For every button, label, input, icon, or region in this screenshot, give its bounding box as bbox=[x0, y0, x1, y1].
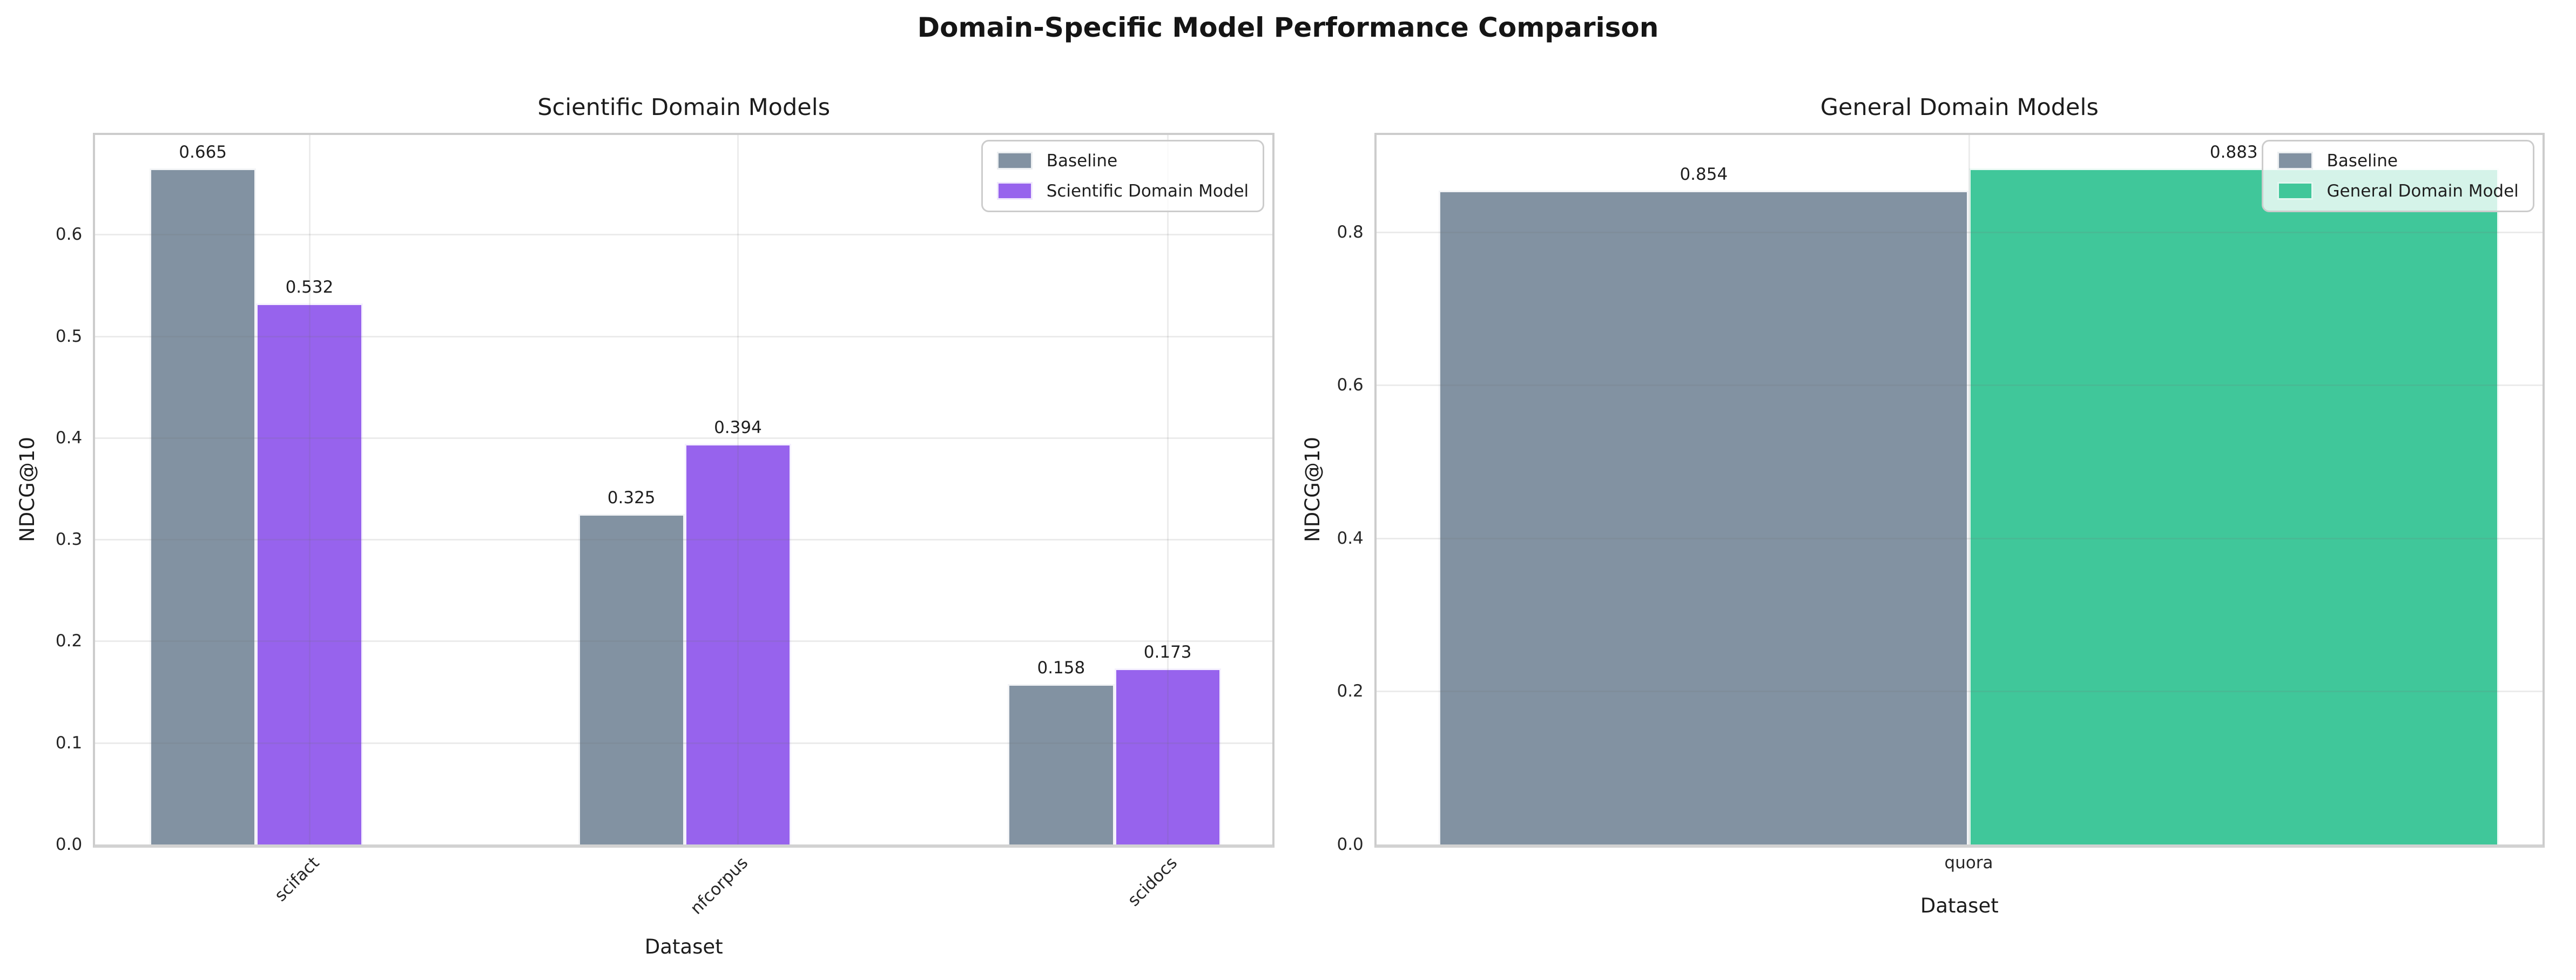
bar-value-label: 0.325 bbox=[607, 488, 656, 508]
y-tick-label: 0.3 bbox=[55, 530, 83, 550]
bar-general-domain-model-quora bbox=[1968, 168, 2499, 844]
gridline-vertical bbox=[1968, 134, 1970, 844]
gridline-vertical bbox=[308, 134, 311, 844]
y-axis-label: NDCG@10 bbox=[1301, 437, 1325, 543]
subplot-title: General Domain Models bbox=[1820, 93, 2099, 121]
bar-baseline-quora bbox=[1439, 191, 1969, 844]
legend-label: Baseline bbox=[1046, 151, 1118, 171]
x-tick-label: scifact bbox=[271, 853, 323, 905]
gridline-horizontal bbox=[95, 640, 1273, 643]
y-tick-label: 0.8 bbox=[1337, 222, 1364, 242]
legend-label: Baseline bbox=[2327, 151, 2398, 171]
x-tick-label: nfcorpus bbox=[686, 853, 752, 918]
y-tick-label: 0.6 bbox=[55, 225, 83, 245]
x-axis-label: Dataset bbox=[1920, 894, 1999, 917]
bar-baseline-nfcorpus bbox=[578, 514, 685, 844]
legend-item: Scientific Domain Model bbox=[996, 181, 1249, 201]
gridline-horizontal bbox=[95, 539, 1273, 541]
subplot-title: Scientific Domain Models bbox=[537, 93, 831, 121]
legend-swatch-icon bbox=[996, 152, 1033, 170]
y-axis-label: NDCG@10 bbox=[15, 437, 39, 543]
chart-panel-scientific: Scientific Domain Models 0.0 0.1 0.2 0.3 0.4 0… bbox=[16, 94, 1275, 958]
y-tick-label: 0.6 bbox=[1337, 375, 1364, 395]
gridline-horizontal bbox=[95, 335, 1273, 337]
bar-value-label: 0.173 bbox=[1143, 643, 1192, 663]
gridline-vertical bbox=[737, 134, 739, 844]
bar-value-label: 0.883 bbox=[2209, 143, 2258, 163]
gridline-horizontal bbox=[1376, 231, 2543, 233]
y-tick-label: 0.4 bbox=[55, 428, 83, 448]
bar-scientific-domain-model-scifact bbox=[256, 303, 363, 844]
y-tick-label: 0.5 bbox=[55, 326, 83, 346]
legend-swatch-icon bbox=[996, 182, 1033, 200]
legend-item: General Domain Model bbox=[2277, 181, 2519, 201]
y-tick-label: 0.4 bbox=[1337, 528, 1364, 548]
legend-label: General Domain Model bbox=[2327, 181, 2519, 201]
legend-label: Scientific Domain Model bbox=[1046, 181, 1249, 201]
gridline-horizontal bbox=[95, 437, 1273, 439]
bar-value-label: 0.158 bbox=[1037, 658, 1085, 678]
legend-item: Baseline bbox=[2277, 151, 2519, 171]
gridline-horizontal bbox=[1376, 691, 2543, 693]
gridline-vertical bbox=[1167, 134, 1169, 844]
legend: Baseline Scientific Domain Model bbox=[981, 139, 1265, 212]
chart-panel-general: General Domain Models 0.0 0.2 0.4 0.6 0.8 0.85… bbox=[1301, 94, 2545, 917]
y-tick-label: 0.2 bbox=[1337, 681, 1364, 701]
y-tick-label: 0.0 bbox=[55, 834, 83, 854]
legend-swatch-icon bbox=[2277, 152, 2313, 170]
bar-scientific-domain-model-scidocs bbox=[1114, 668, 1221, 844]
gridline-horizontal bbox=[95, 742, 1273, 744]
gridline-horizontal bbox=[1376, 537, 2543, 539]
gridline-horizontal bbox=[1376, 384, 2543, 387]
legend-item: Baseline bbox=[996, 151, 1249, 171]
bar-baseline-scifact bbox=[150, 168, 257, 844]
x-tick-label: quora bbox=[1944, 853, 1993, 873]
bar-baseline-scidocs bbox=[1008, 684, 1115, 844]
y-tick-label: 0.0 bbox=[1337, 834, 1364, 854]
gridline-horizontal bbox=[95, 234, 1273, 236]
bar-scientific-domain-model-nfcorpus bbox=[684, 444, 792, 844]
bar-value-label: 0.532 bbox=[285, 278, 334, 298]
bar-value-label: 0.665 bbox=[179, 143, 227, 163]
legend-swatch-icon bbox=[2277, 182, 2313, 200]
figure-suptitle: Domain-Specific Model Performance Compar… bbox=[917, 12, 1659, 43]
bar-value-label: 0.394 bbox=[714, 418, 762, 438]
bar-value-label: 0.854 bbox=[1680, 165, 1728, 185]
legend: Baseline General Domain Model bbox=[2261, 139, 2534, 212]
x-tick-label: scidocs bbox=[1124, 853, 1182, 910]
y-tick-label: 0.2 bbox=[55, 631, 83, 651]
y-tick-label: 0.1 bbox=[55, 733, 83, 753]
x-axis-label: Dataset bbox=[644, 935, 723, 958]
